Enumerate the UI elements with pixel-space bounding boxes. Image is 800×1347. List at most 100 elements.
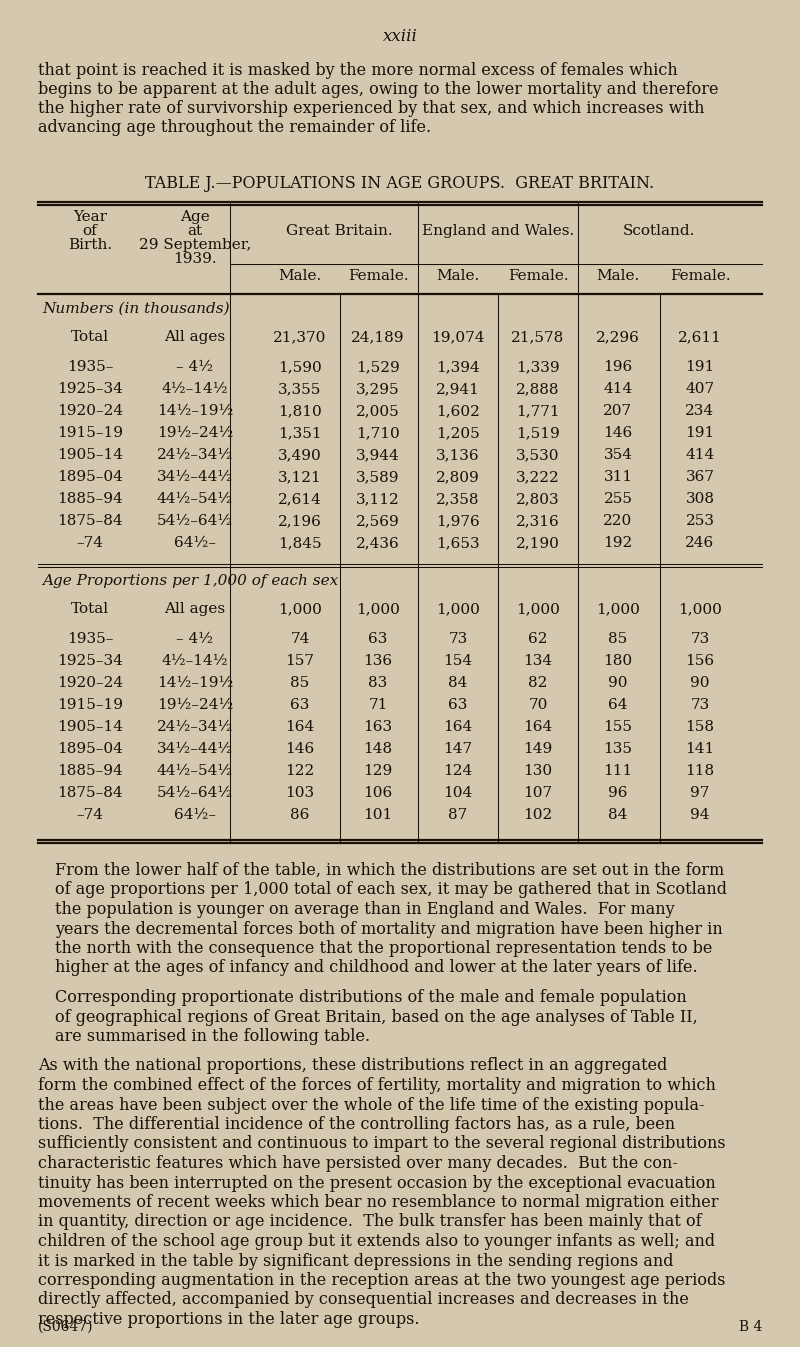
Text: –74: –74 bbox=[77, 536, 103, 550]
Text: 154: 154 bbox=[443, 655, 473, 668]
Text: 84: 84 bbox=[448, 676, 468, 690]
Text: 2,941: 2,941 bbox=[436, 383, 480, 396]
Text: 1,205: 1,205 bbox=[436, 426, 480, 440]
Text: 164: 164 bbox=[286, 721, 314, 734]
Text: xxiii: xxiii bbox=[382, 28, 418, 44]
Text: 191: 191 bbox=[686, 426, 714, 440]
Text: characteristic features which have persisted over many decades.  But the con-: characteristic features which have persi… bbox=[38, 1154, 678, 1172]
Text: 146: 146 bbox=[603, 426, 633, 440]
Text: 220: 220 bbox=[603, 515, 633, 528]
Text: 157: 157 bbox=[286, 655, 314, 668]
Text: 19½–24½: 19½–24½ bbox=[157, 426, 233, 440]
Text: 62: 62 bbox=[528, 632, 548, 647]
Text: 3,530: 3,530 bbox=[516, 449, 560, 462]
Text: 1905–14: 1905–14 bbox=[57, 721, 123, 734]
Text: 129: 129 bbox=[363, 764, 393, 779]
Text: Male.: Male. bbox=[596, 269, 640, 283]
Text: 147: 147 bbox=[443, 742, 473, 756]
Text: 1,000: 1,000 bbox=[678, 602, 722, 616]
Text: 1920–24: 1920–24 bbox=[57, 676, 123, 690]
Text: the areas have been subject over the whole of the life time of the existing popu: the areas have been subject over the who… bbox=[38, 1096, 705, 1114]
Text: 367: 367 bbox=[686, 470, 714, 484]
Text: 2,803: 2,803 bbox=[516, 492, 560, 506]
Text: TABLE J.—POPULATIONS IN AGE GROUPS.  GREAT BRITAIN.: TABLE J.—POPULATIONS IN AGE GROUPS. GREA… bbox=[146, 175, 654, 193]
Text: Female.: Female. bbox=[670, 269, 730, 283]
Text: Total: Total bbox=[71, 330, 109, 343]
Text: 29 September,: 29 September, bbox=[139, 238, 251, 252]
Text: 19,074: 19,074 bbox=[431, 330, 485, 343]
Text: 148: 148 bbox=[363, 742, 393, 756]
Text: the north with the consequence that the proportional representation tends to be: the north with the consequence that the … bbox=[55, 940, 712, 956]
Text: tinuity has been interrupted on the present occasion by the exceptional evacuati: tinuity has been interrupted on the pres… bbox=[38, 1175, 716, 1192]
Text: 207: 207 bbox=[603, 404, 633, 418]
Text: 1920–24: 1920–24 bbox=[57, 404, 123, 418]
Text: 21,370: 21,370 bbox=[274, 330, 326, 343]
Text: 311: 311 bbox=[603, 470, 633, 484]
Text: 1915–19: 1915–19 bbox=[57, 698, 123, 713]
Text: 1895–04: 1895–04 bbox=[57, 742, 123, 756]
Text: Corresponding proportionate distributions of the male and female population: Corresponding proportionate distribution… bbox=[55, 989, 686, 1006]
Text: 3,355: 3,355 bbox=[278, 383, 322, 396]
Text: 74: 74 bbox=[290, 632, 310, 647]
Text: 73: 73 bbox=[690, 632, 710, 647]
Text: 354: 354 bbox=[603, 449, 633, 462]
Text: 14½–19½: 14½–19½ bbox=[157, 676, 233, 690]
Text: 106: 106 bbox=[363, 787, 393, 800]
Text: 73: 73 bbox=[690, 698, 710, 713]
Text: 180: 180 bbox=[603, 655, 633, 668]
Text: 234: 234 bbox=[686, 404, 714, 418]
Text: 64½–: 64½– bbox=[174, 536, 216, 550]
Text: Female.: Female. bbox=[348, 269, 408, 283]
Text: Female.: Female. bbox=[508, 269, 568, 283]
Text: 158: 158 bbox=[686, 721, 714, 734]
Text: 1,000: 1,000 bbox=[278, 602, 322, 616]
Text: 1875–84: 1875–84 bbox=[57, 787, 123, 800]
Text: 4½–14½: 4½–14½ bbox=[162, 383, 228, 396]
Text: 1935–: 1935– bbox=[67, 632, 113, 647]
Text: 122: 122 bbox=[286, 764, 314, 779]
Text: 414: 414 bbox=[686, 449, 714, 462]
Text: 1,394: 1,394 bbox=[436, 360, 480, 374]
Text: 164: 164 bbox=[443, 721, 473, 734]
Text: years the decremental forces both of mortality and migration have been higher in: years the decremental forces both of mor… bbox=[55, 920, 722, 938]
Text: 134: 134 bbox=[523, 655, 553, 668]
Text: Age: Age bbox=[180, 210, 210, 224]
Text: 135: 135 bbox=[603, 742, 633, 756]
Text: 1,339: 1,339 bbox=[516, 360, 560, 374]
Text: 70: 70 bbox=[528, 698, 548, 713]
Text: 2,888: 2,888 bbox=[516, 383, 560, 396]
Text: Male.: Male. bbox=[436, 269, 480, 283]
Text: 146: 146 bbox=[286, 742, 314, 756]
Text: 1915–19: 1915–19 bbox=[57, 426, 123, 440]
Text: 24,189: 24,189 bbox=[351, 330, 405, 343]
Text: 196: 196 bbox=[603, 360, 633, 374]
Text: 1925–34: 1925–34 bbox=[57, 655, 123, 668]
Text: As with the national proportions, these distributions reflect in an aggregated: As with the national proportions, these … bbox=[38, 1057, 667, 1075]
Text: Scotland.: Scotland. bbox=[623, 224, 695, 238]
Text: sufficiently consistent and continuous to impart to the several regional distrib: sufficiently consistent and continuous t… bbox=[38, 1136, 726, 1153]
Text: 2,296: 2,296 bbox=[596, 330, 640, 343]
Text: 54½–64½: 54½–64½ bbox=[157, 787, 233, 800]
Text: From the lower half of the table, in which the distributions are set out in the : From the lower half of the table, in whi… bbox=[55, 862, 724, 880]
Text: 3,490: 3,490 bbox=[278, 449, 322, 462]
Text: of: of bbox=[82, 224, 98, 238]
Text: 64: 64 bbox=[608, 698, 628, 713]
Text: 192: 192 bbox=[603, 536, 633, 550]
Text: 2,358: 2,358 bbox=[436, 492, 480, 506]
Text: 2,316: 2,316 bbox=[516, 515, 560, 528]
Text: the population is younger on average than in England and Wales.  For many: the population is younger on average tha… bbox=[55, 901, 674, 919]
Text: 2,569: 2,569 bbox=[356, 515, 400, 528]
Text: All ages: All ages bbox=[165, 602, 226, 616]
Text: children of the school age group but it extends also to younger infants as well;: children of the school age group but it … bbox=[38, 1233, 715, 1250]
Text: 2,190: 2,190 bbox=[516, 536, 560, 550]
Text: All ages: All ages bbox=[165, 330, 226, 343]
Text: 246: 246 bbox=[686, 536, 714, 550]
Text: 1895–04: 1895–04 bbox=[57, 470, 123, 484]
Text: 1,000: 1,000 bbox=[436, 602, 480, 616]
Text: 1,602: 1,602 bbox=[436, 404, 480, 418]
Text: 64½–: 64½– bbox=[174, 808, 216, 822]
Text: 111: 111 bbox=[603, 764, 633, 779]
Text: 97: 97 bbox=[690, 787, 710, 800]
Text: (S0647): (S0647) bbox=[38, 1320, 94, 1334]
Text: 253: 253 bbox=[686, 515, 714, 528]
